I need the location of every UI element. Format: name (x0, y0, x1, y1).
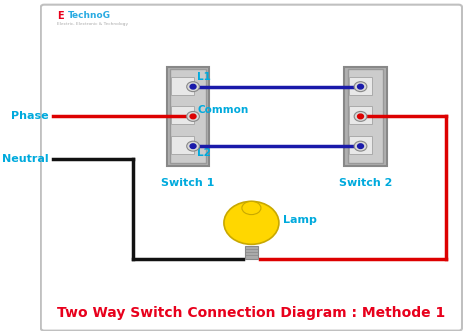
Text: Switch 2: Switch 2 (339, 178, 392, 188)
Circle shape (190, 144, 196, 148)
Circle shape (224, 202, 279, 244)
Text: L1: L1 (197, 72, 211, 82)
Text: Lamp: Lamp (283, 214, 317, 224)
Ellipse shape (242, 202, 261, 214)
Circle shape (357, 144, 364, 148)
Bar (171, 107, 194, 124)
Bar (171, 77, 194, 95)
FancyBboxPatch shape (167, 67, 209, 166)
Text: Electric, Electronic & Technology: Electric, Electronic & Technology (57, 23, 128, 27)
Circle shape (187, 112, 200, 122)
Circle shape (190, 114, 196, 119)
Text: Common: Common (197, 105, 248, 115)
FancyBboxPatch shape (345, 67, 387, 166)
Bar (349, 136, 372, 154)
Text: L2: L2 (197, 148, 211, 158)
Text: E: E (57, 11, 64, 21)
Bar (349, 77, 372, 95)
Circle shape (187, 82, 200, 92)
FancyBboxPatch shape (170, 69, 206, 163)
Text: TechnoG: TechnoG (67, 11, 110, 20)
Bar (349, 107, 372, 124)
Circle shape (357, 114, 364, 119)
Circle shape (354, 82, 367, 92)
Text: Phase: Phase (11, 112, 48, 122)
Bar (171, 136, 194, 154)
Text: Neutral: Neutral (2, 154, 48, 164)
FancyBboxPatch shape (348, 69, 383, 163)
Circle shape (357, 84, 364, 89)
Circle shape (354, 141, 367, 151)
Circle shape (354, 112, 367, 122)
Bar (245, 246, 258, 259)
Text: Two Way Switch Connection Diagram : Methode 1: Two Way Switch Connection Diagram : Meth… (57, 306, 446, 320)
Circle shape (187, 141, 200, 151)
Circle shape (190, 84, 196, 89)
Text: Switch 1: Switch 1 (161, 178, 215, 188)
